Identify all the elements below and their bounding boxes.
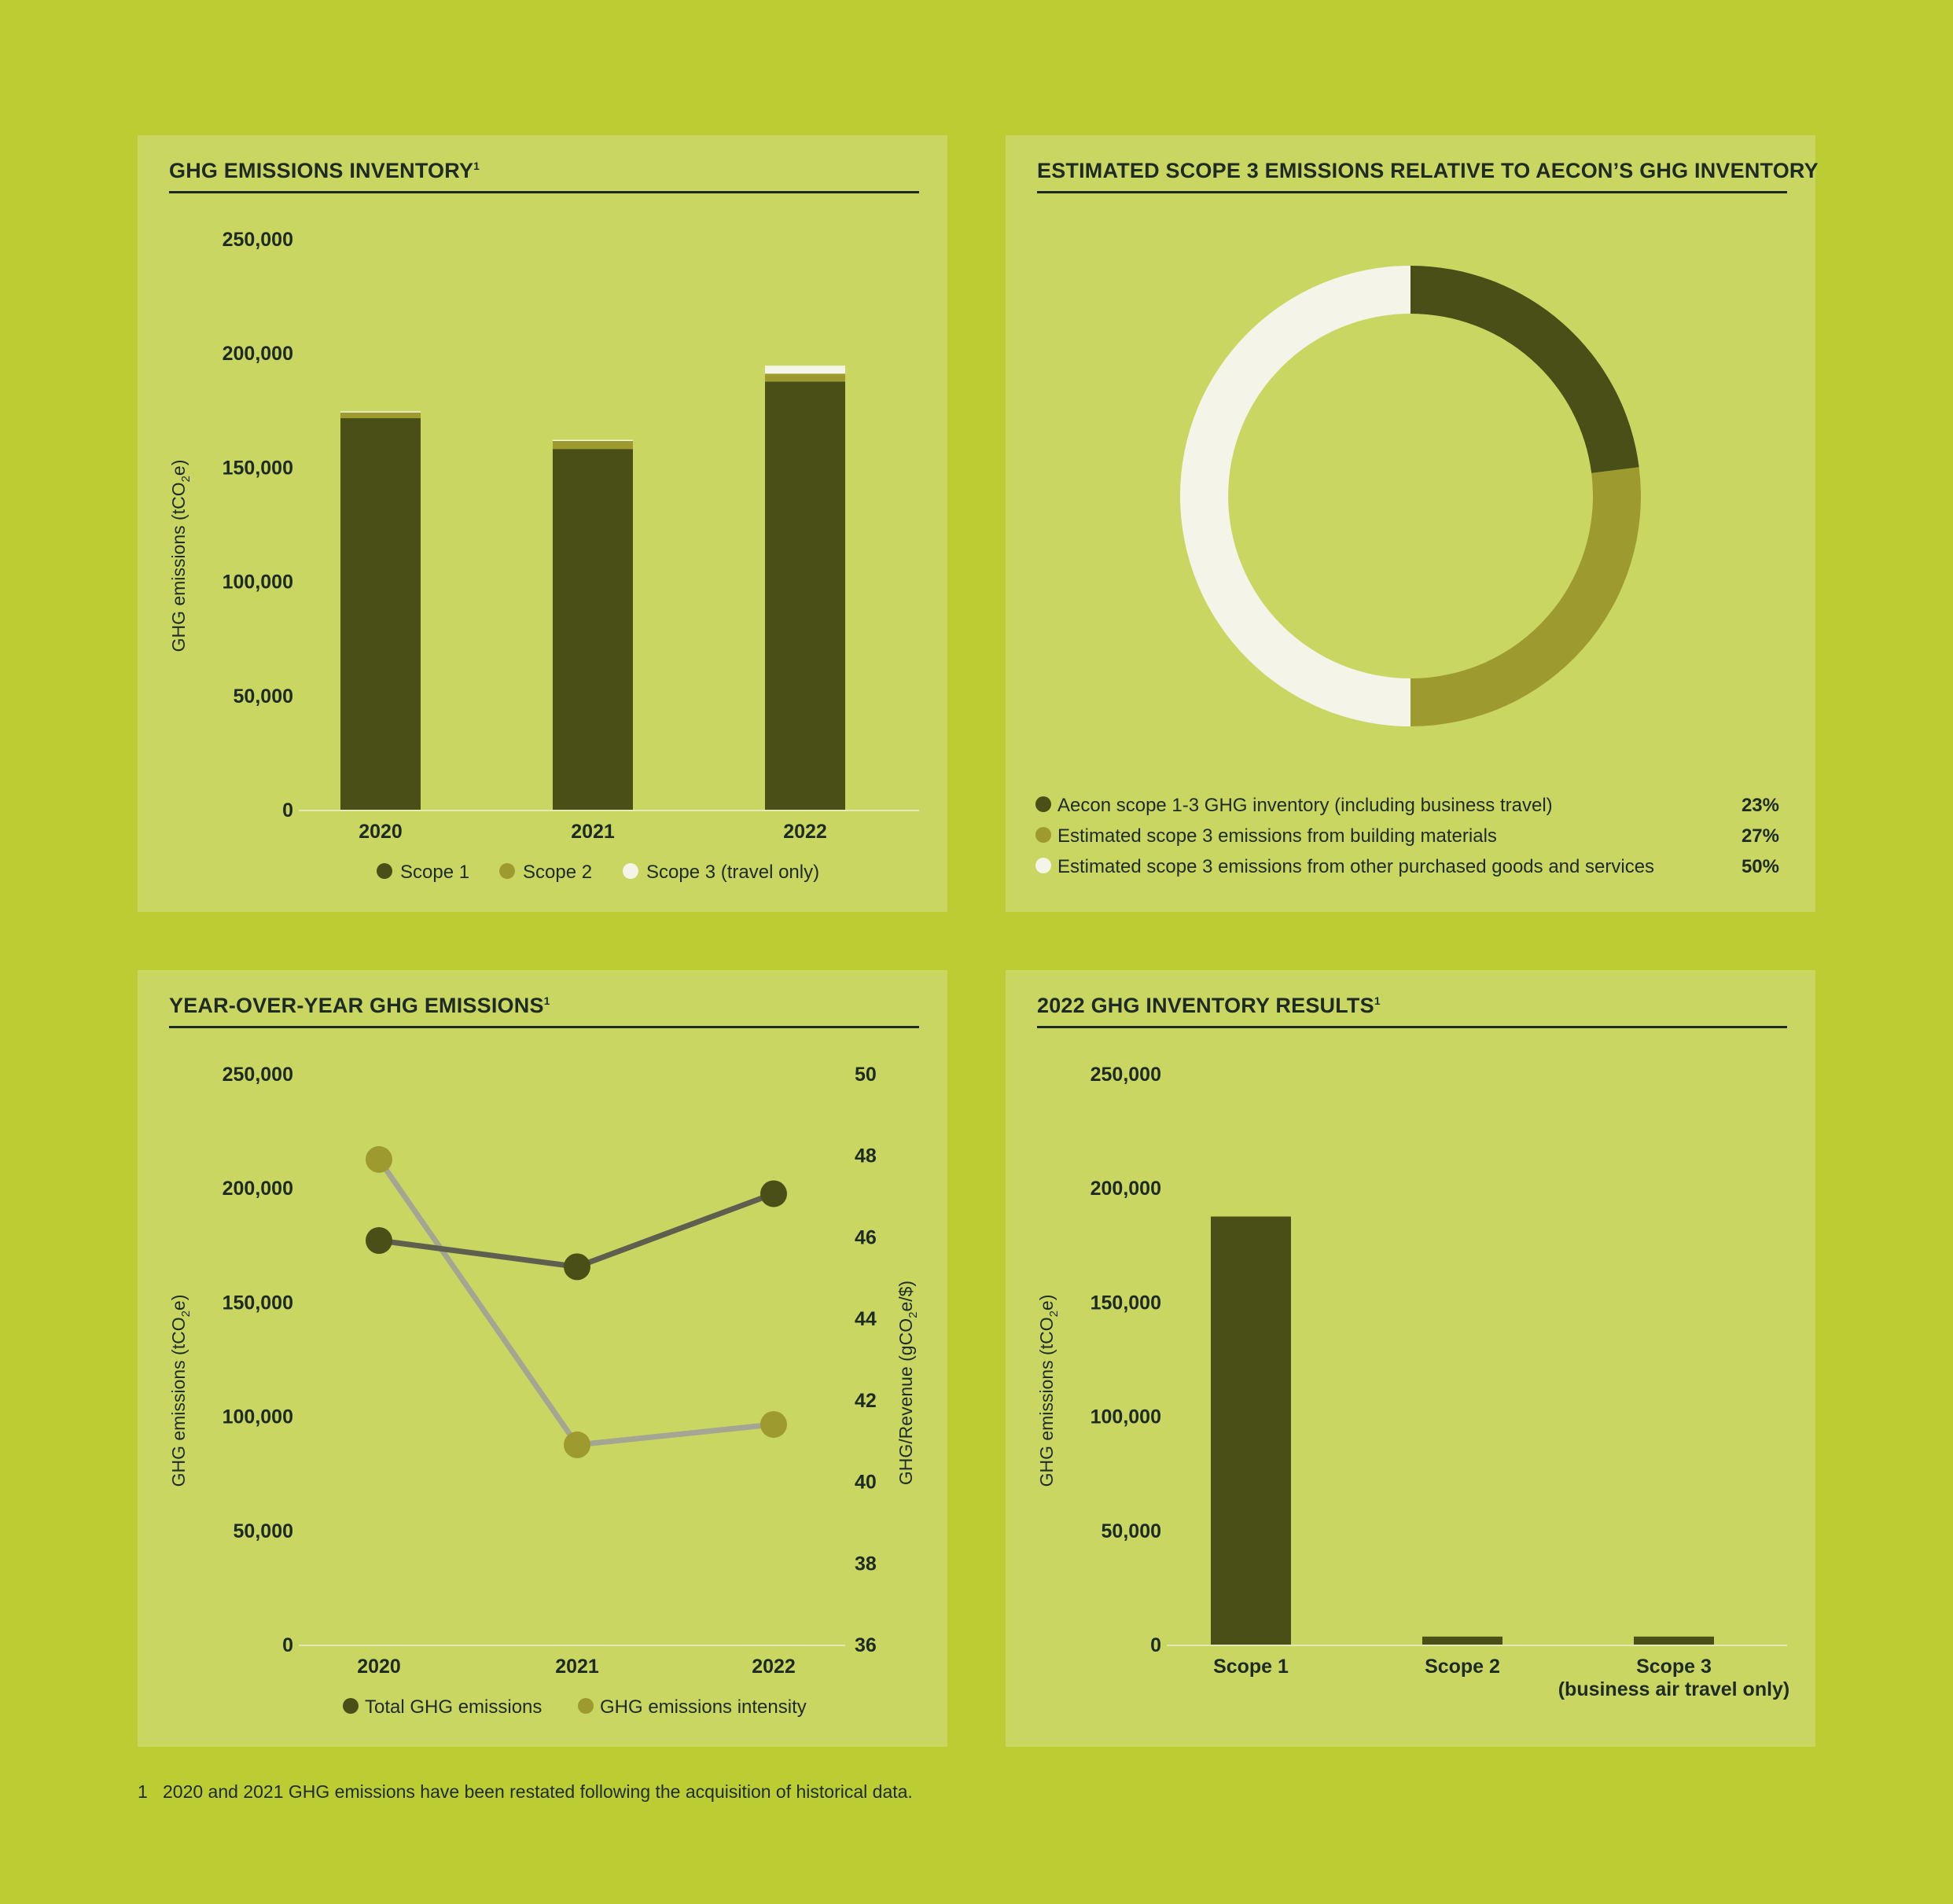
yoy-line-chart: 0 50,000 100,000 150,000 200,000 250,000 GHG e…	[168, 1064, 920, 1718]
donut-slice	[1410, 266, 1639, 473]
legend-swatch	[343, 1698, 359, 1714]
y-tick-label: 100,000	[223, 1406, 293, 1428]
y2-tick-label: 44	[855, 1308, 877, 1330]
y2-tick-label: 46	[855, 1226, 877, 1248]
y-tick-label: 50,000	[234, 686, 293, 708]
x-tick-label: Scope 1	[1213, 1656, 1289, 1678]
bar-segment-scope-3-travel-only-	[765, 366, 845, 374]
scope3-relative-panel: ESTIMATED SCOPE 3 EMISSIONS RELATIVE TO …	[1006, 135, 1819, 912]
y-tick-label: 250,000	[223, 1064, 293, 1086]
legend-swatch	[578, 1698, 594, 1714]
legend-swatch	[377, 863, 392, 879]
inventory-chart-title: GHG EMISSIONS INVENTORY1	[169, 159, 919, 193]
legend-percent: 50%	[1742, 856, 1779, 877]
x-tick-label: 2021	[555, 1656, 599, 1678]
footnote-number: 1	[138, 1781, 148, 1802]
intensity-point	[366, 1145, 392, 1173]
bar-segment-scope-2	[553, 441, 633, 450]
x-tick-label: Scope 2	[1425, 1656, 1500, 1678]
total-emissions-point	[564, 1253, 590, 1281]
x-tick-note: (business air travel only)	[1558, 1678, 1790, 1700]
total-emissions-point	[760, 1180, 787, 1207]
y-tick-label: 0	[282, 799, 293, 822]
legend-percent: 27%	[1742, 825, 1779, 847]
results-chart-title: 2022 GHG INVENTORY RESULTS1	[1037, 994, 1787, 1028]
donut-slice	[1410, 467, 1641, 726]
bar-segment-scope-1	[765, 381, 845, 810]
y2-tick-label: 40	[855, 1472, 877, 1494]
y2-tick-label: 38	[855, 1553, 877, 1575]
y2-tick-label: 42	[855, 1390, 877, 1412]
y-tick-label: 150,000	[223, 1292, 293, 1314]
y-tick-label: 0	[282, 1634, 293, 1656]
inventory-bar-chart: 0 50,000 100,000 150,000 200,000 250,000 GHG e…	[168, 229, 919, 883]
x-tick-label: 2021	[571, 821, 615, 843]
donut-slice	[1180, 266, 1410, 726]
legend-label: Total GHG emissions	[365, 1696, 542, 1718]
bar-segment-scope-1	[553, 449, 633, 810]
y2-tick-label: 48	[855, 1145, 877, 1167]
results-bar-chart: 0 50,000 100,000 150,000 200,000 250,000 GHG e…	[1036, 1064, 1790, 1700]
legend-label: Scope 3 (travel only)	[646, 862, 819, 883]
legend-swatch	[1035, 827, 1051, 843]
y-tick-label: 100,000	[223, 572, 293, 594]
legend-swatch	[499, 863, 515, 879]
yoy-emissions-panel: YEAR-OVER-YEAR GHG EMISSIONS1 0 50,000 100…	[138, 970, 947, 1747]
y2-tick-label: 50	[855, 1064, 877, 1086]
scope3-chart-title: ESTIMATED SCOPE 3 EMISSIONS RELATIVE TO …	[1037, 159, 1819, 193]
y-tick-label: 200,000	[223, 343, 293, 365]
bar-segment-scope-2	[340, 412, 421, 418]
y2-tick-label: 36	[855, 1634, 877, 1656]
y-axis-label: GHG emissions (tCO2e)	[168, 1295, 193, 1487]
ghg-inventory-panel: GHG EMISSIONS INVENTORY1 0 50,000 100,000 1…	[138, 135, 947, 912]
bar-segment-scope-3-travel-only-	[340, 411, 421, 413]
y-axis-label: GHG emissions (tCO2e)	[1036, 1295, 1061, 1487]
bar	[1634, 1636, 1714, 1645]
y-tick-label: 0	[1150, 1634, 1161, 1656]
intensity-point	[564, 1431, 590, 1458]
inventory-results-panel: 2022 GHG INVENTORY RESULTS1 0 50,000 100,0…	[1006, 970, 1815, 1747]
legend-label: Estimated scope 3 emissions from buildin…	[1057, 825, 1497, 847]
x-tick-label: 2020	[357, 1656, 401, 1678]
bar-segment-scope-3-travel-only-	[553, 439, 633, 442]
legend-label: GHG emissions intensity	[600, 1696, 807, 1718]
legend-percent: 23%	[1742, 795, 1779, 816]
legend-label: Estimated scope 3 emissions from other p…	[1057, 856, 1654, 877]
x-tick-label: Scope 3	[1636, 1656, 1712, 1678]
footnote: 1 2020 and 2021 GHG emissions have been r…	[138, 1781, 913, 1803]
x-tick-label: 2022	[752, 1656, 796, 1678]
y-tick-label: 50,000	[234, 1520, 293, 1542]
y-tick-label: 100,000	[1091, 1406, 1161, 1428]
legend-label: Aecon scope 1-3 GHG inventory (including…	[1057, 795, 1553, 816]
bar	[1422, 1636, 1502, 1645]
legend-swatch	[623, 863, 638, 879]
yoy-chart-title: YEAR-OVER-YEAR GHG EMISSIONS1	[169, 994, 919, 1028]
y2-axis-label: GHG/Revenue (gCO2e/$)	[896, 1281, 920, 1485]
legend-swatch	[1035, 796, 1051, 812]
total-emissions-point	[366, 1226, 392, 1254]
legend-label: Scope 2	[523, 862, 592, 883]
bar-segment-scope-1	[340, 417, 421, 810]
y-axis-label: GHG emissions (tCO2e)	[168, 460, 193, 652]
legend-swatch	[1035, 858, 1051, 873]
scope3-donut-chart: Aecon scope 1-3 GHG inventory (including…	[1035, 266, 1779, 877]
x-tick-label: 2020	[359, 821, 403, 843]
y-tick-label: 50,000	[1102, 1520, 1161, 1542]
y-tick-label: 250,000	[1091, 1064, 1161, 1086]
intensity-line	[377, 1157, 774, 1448]
y-tick-label: 200,000	[223, 1178, 293, 1200]
legend-label: Scope 1	[400, 862, 469, 883]
y-tick-label: 150,000	[223, 457, 293, 479]
x-tick-label: 2022	[783, 821, 827, 843]
y-tick-label: 250,000	[223, 229, 293, 251]
intensity-point	[760, 1410, 787, 1438]
bar-segment-scope-2	[765, 373, 845, 382]
y-tick-label: 150,000	[1091, 1292, 1161, 1314]
y-tick-label: 200,000	[1091, 1178, 1161, 1200]
footnote-text: 2020 and 2021 GHG emissions have been re…	[163, 1781, 913, 1802]
bar	[1211, 1216, 1291, 1645]
